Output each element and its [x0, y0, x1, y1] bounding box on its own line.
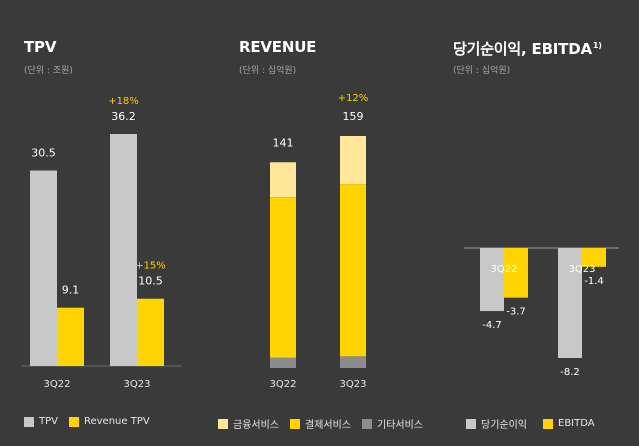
profit-panel: 당기순이익, EBITDA1) (단위 : 십억원) -4.7 -3.7 3Q22-… — [430, 0, 639, 446]
legend-swatch-tpv — [24, 416, 34, 427]
legend-label-revenue-tpv: Revenue TPV — [83, 416, 150, 427]
profit-bar-x-3q23 — [558, 248, 582, 358]
tpv-tick-label-3q22: 3Q22 — [44, 379, 71, 390]
tpv-bar-tpv-3q22 — [30, 170, 57, 366]
tpv-bar-revenue-tpv-3q22 — [57, 307, 84, 366]
legend-swatch-finance — [218, 418, 228, 429]
legend-item-other: 기타서비스 — [362, 416, 423, 431]
revenue-total-label-3q22: 141 — [273, 136, 294, 149]
legend-label-net-income: 당기순이익 — [481, 420, 527, 431]
profit-title-text: 당기순이익, EBITDA — [453, 40, 592, 58]
legend-item-revenue-tpv: Revenue TPV — [68, 416, 150, 427]
profit-value-label-x-3q23: -8.2 — [560, 367, 580, 378]
revenue-legend: 금융서비스 결제서비스 기타서비스 — [218, 416, 423, 431]
tpv-bar-tpv-3q23 — [110, 134, 137, 366]
revenue-title: REVENUE — [239, 38, 317, 56]
profit-value-label-x-3q22: -4.7 — [482, 320, 502, 331]
tpv-value-label-revenue-tpv-3q23: 10.5 — [138, 275, 163, 288]
legend-swatch-revenue-tpv — [68, 416, 79, 427]
revenue-bar-x-3q22 — [270, 197, 296, 358]
legend-swatch-ebitda — [543, 418, 553, 429]
profit-value-label-ebitda-3q22: -3.7 — [506, 307, 526, 318]
profit-bar-x-3q22 — [480, 248, 504, 312]
profit-tick-label-3q23: 3Q23 — [569, 264, 596, 275]
profit-title-footnote: 1) — [592, 41, 602, 50]
revenue-tick-label-3q22: 3Q22 — [270, 379, 297, 390]
tpv-value-label-tpv-3q22: 30.5 — [31, 147, 56, 160]
legend-label-other: 기타서비스 — [377, 420, 423, 431]
profit-legend: 당기순이익 EBITDA — [466, 416, 595, 431]
profit-unit: (단위 : 십억원) — [453, 66, 511, 76]
tpv-chart: 30.5 9.1 3Q22 36.2 10.5 3Q23 +18% +15% — [22, 96, 182, 390]
revenue-bar-x-3q23 — [340, 184, 366, 357]
revenue-bar-x-3q23 — [340, 356, 366, 368]
profit-bar-ebitda-3q22 — [504, 248, 528, 298]
tpv-legend: TPV Revenue TPV — [24, 416, 150, 427]
profit-title: 당기순이익, EBITDA1) — [453, 38, 602, 59]
legend-label-ebitda: EBITDA — [558, 418, 595, 429]
revenue-panel: REVENUE (단위 : 십억원) 141 3Q22 159 3Q23 +12% 금융… — [215, 0, 430, 446]
profit-bar-ebitda-3q23 — [582, 248, 606, 267]
legend-swatch-net-income — [466, 418, 476, 429]
revenue-total-label-3q23: 159 — [343, 110, 364, 123]
legend-swatch-payment — [290, 418, 300, 429]
revenue-bar-x-3q23 — [340, 136, 366, 185]
revenue-chart: 141 3Q22 159 3Q23 +12% — [270, 93, 369, 390]
legend-label-finance: 금융서비스 — [233, 420, 279, 431]
tpv-bar-revenue-tpv-3q23 — [137, 298, 164, 366]
tpv-tick-label-3q23: 3Q23 — [124, 379, 151, 390]
revenue-unit: (단위 : 십억원) — [239, 66, 297, 76]
legend-label-tpv: TPV — [39, 416, 58, 427]
legend-item-payment: 결제서비스 — [290, 416, 351, 431]
legend-item-finance: 금융서비스 — [218, 416, 279, 431]
revenue-growth-annotation-0: +12% — [338, 93, 369, 104]
legend-item-ebitda: EBITDA — [543, 416, 595, 431]
revenue-tick-label-3q23: 3Q23 — [340, 379, 367, 390]
revenue-bar-x-3q22 — [270, 357, 296, 368]
tpv-value-label-tpv-3q23: 36.2 — [111, 110, 136, 123]
profit-value-label-ebitda-3q23: -1.4 — [584, 276, 604, 287]
tpv-growth-annotation-0: +18% — [108, 96, 139, 107]
legend-item-tpv: TPV — [24, 416, 58, 427]
legend-swatch-other — [362, 418, 372, 429]
profit-tick-label-3q22: 3Q22 — [491, 264, 518, 275]
legend-label-payment: 결제서비스 — [305, 420, 351, 431]
tpv-unit: (단위 : 조원) — [24, 66, 73, 76]
tpv-panel: TPV (단위 : 조원) 30.5 9.1 3Q22 36.2 10.5 3Q23 +18… — [0, 0, 215, 446]
legend-item-net-income: 당기순이익 — [466, 416, 527, 431]
tpv-value-label-revenue-tpv-3q22: 9.1 — [62, 284, 80, 297]
tpv-growth-annotation-1: +15% — [135, 261, 166, 272]
tpv-title: TPV — [24, 38, 57, 56]
revenue-bar-x-3q22 — [270, 162, 296, 198]
